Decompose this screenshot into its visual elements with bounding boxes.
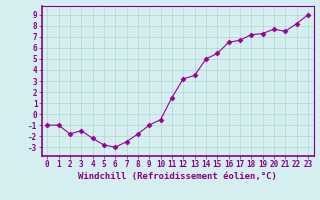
X-axis label: Windchill (Refroidissement éolien,°C): Windchill (Refroidissement éolien,°C) (78, 172, 277, 181)
